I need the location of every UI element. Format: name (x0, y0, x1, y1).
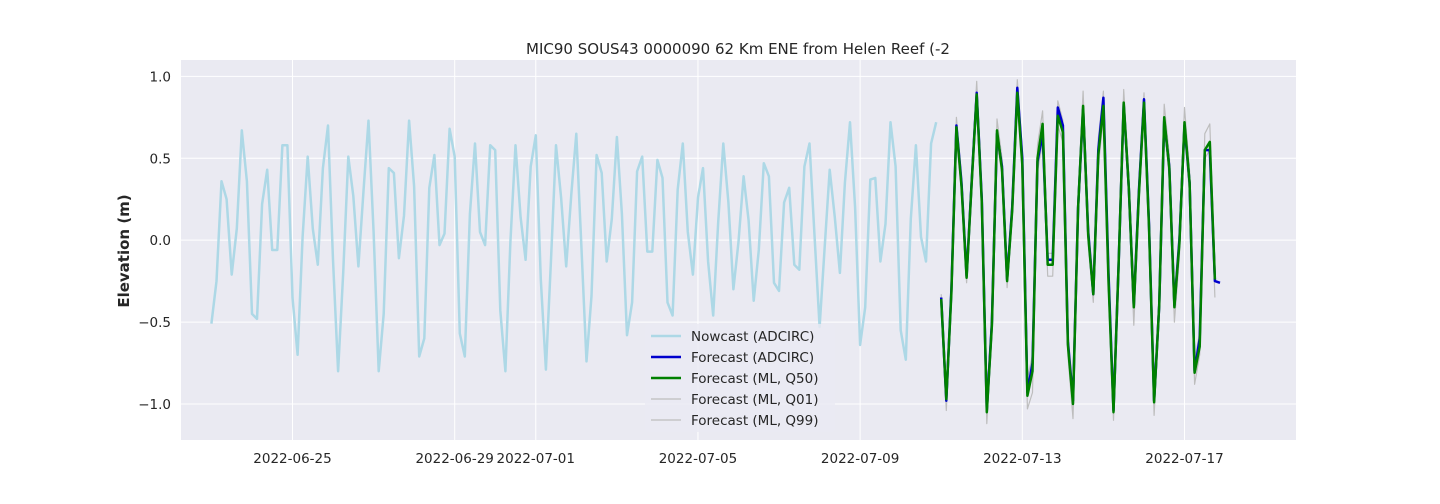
x-tick-label: 2022-06-25 (253, 451, 331, 467)
y-tick-label: −1.0 (138, 397, 171, 413)
legend-box (645, 324, 835, 432)
x-tick-label: 2022-07-13 (983, 451, 1061, 467)
series-line-3 (939, 91, 1217, 414)
legend-label: Forecast (ML, Q50) (691, 371, 819, 387)
x-tick-label: 2022-07-17 (1145, 451, 1223, 467)
legend: Nowcast (ADCIRC) Forecast (ADCIRC) Forecas… (645, 324, 835, 432)
legend-label: Forecast (ML, Q01) (691, 392, 819, 408)
y-tick-label: 0.5 (150, 151, 171, 167)
y-axis-label: Elevation (m) (115, 194, 133, 307)
tick-labels: 2022-06-25 2022-06-29 2022-07-01 2022-07-05… (138, 69, 1224, 467)
legend-label: Forecast (ADCIRC) (691, 350, 814, 366)
y-tick-label: 0.0 (150, 233, 171, 249)
series-layer (210, 79, 1221, 425)
x-tick-label: 2022-07-01 (497, 451, 575, 467)
x-tick-label: 2022-06-29 (415, 451, 493, 467)
legend-label: Nowcast (ADCIRC) (691, 329, 814, 345)
legend-label: Forecast (ML, Q99) (691, 413, 819, 429)
chart-title: MIC90 SOUS43 0000090 62 Km ENE from Hele… (526, 40, 950, 58)
y-tick-label: −0.5 (138, 315, 171, 331)
y-tick-label: 1.0 (150, 69, 171, 85)
x-tick-label: 2022-07-09 (821, 451, 899, 467)
series-line-1 (210, 119, 938, 373)
x-tick-label: 2022-07-05 (659, 451, 737, 467)
